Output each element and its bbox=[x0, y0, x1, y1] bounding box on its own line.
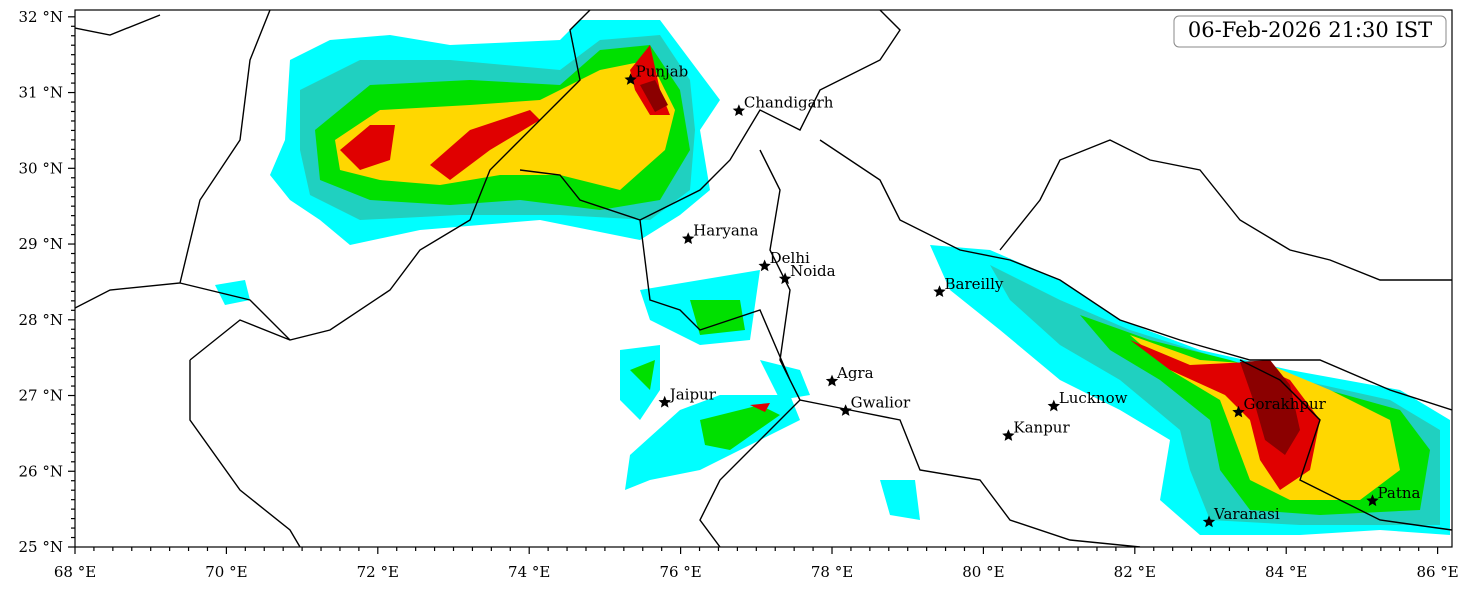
city-label: Bareilly bbox=[945, 275, 1004, 293]
x-tick-label: 82 °E bbox=[1114, 563, 1156, 581]
city-label: Punjab bbox=[636, 63, 689, 81]
city-marker bbox=[778, 272, 792, 285]
city-label: Chandigarh bbox=[744, 94, 834, 112]
city-marker bbox=[1232, 405, 1245, 418]
y-tick-label: 27 °N bbox=[19, 387, 63, 405]
x-tick-label: 78 °E bbox=[811, 563, 853, 581]
city-label: Lucknow bbox=[1059, 389, 1128, 407]
rain-extreme bbox=[640, 80, 668, 112]
x-tick-label: 74 °E bbox=[508, 563, 550, 581]
city-label: Gorakhpur bbox=[1244, 395, 1327, 413]
city-marker bbox=[839, 404, 852, 416]
city-label: Haryana bbox=[693, 222, 758, 240]
city-marker bbox=[732, 104, 746, 116]
x-tick-label: 68 °E bbox=[54, 563, 96, 581]
rain-extreme bbox=[1240, 360, 1300, 455]
city-label: Kanpur bbox=[1013, 419, 1070, 437]
y-tick-label: 32 °N bbox=[19, 8, 63, 26]
precipitation bbox=[75, 10, 1452, 547]
y-tick-label: 29 °N bbox=[19, 235, 63, 253]
city-label: Delhi bbox=[770, 249, 810, 267]
rain-light bbox=[215, 270, 920, 520]
city-label: Patna bbox=[1378, 484, 1421, 502]
x-tick-label: 80 °E bbox=[962, 563, 1004, 581]
timestamp-box bbox=[1173, 15, 1447, 48]
rain-moderate bbox=[630, 300, 780, 450]
city-marker bbox=[658, 395, 671, 408]
city-label: Gwalior bbox=[851, 394, 911, 412]
city-marker bbox=[1366, 494, 1379, 507]
city-marker bbox=[758, 259, 771, 272]
x-tick-label: 86 °E bbox=[1416, 563, 1458, 581]
map-frame bbox=[74, 9, 1453, 548]
y-tick-label: 26 °N bbox=[19, 462, 63, 480]
city-marker bbox=[1047, 399, 1060, 412]
city-marker bbox=[933, 285, 946, 297]
y-tick-label: 30 °N bbox=[19, 159, 63, 177]
city-label: Noida bbox=[790, 262, 836, 280]
x-tick-label: 70 °E bbox=[205, 563, 247, 581]
x-tick-label: 72 °E bbox=[357, 563, 399, 581]
timestamp: 06-Feb-2026 21:30 IST bbox=[1188, 18, 1432, 42]
city-label: Agra bbox=[836, 364, 874, 382]
y-tick-label: 25 °N bbox=[19, 538, 63, 556]
x-tick-label: 84 °E bbox=[1265, 563, 1307, 581]
city-label: Jaipur bbox=[668, 385, 717, 403]
city-marker bbox=[624, 73, 637, 85]
city-label: Varanasi bbox=[1213, 505, 1280, 523]
y-tick-label: 31 °N bbox=[19, 84, 63, 102]
city-marker bbox=[682, 232, 695, 244]
city-marker bbox=[1202, 515, 1216, 528]
rain-very-heavy bbox=[750, 403, 770, 412]
city-marker bbox=[1002, 429, 1015, 441]
x-tick-label: 76 °E bbox=[659, 563, 701, 581]
y-tick-label: 28 °N bbox=[19, 311, 63, 329]
city-marker bbox=[825, 374, 839, 387]
